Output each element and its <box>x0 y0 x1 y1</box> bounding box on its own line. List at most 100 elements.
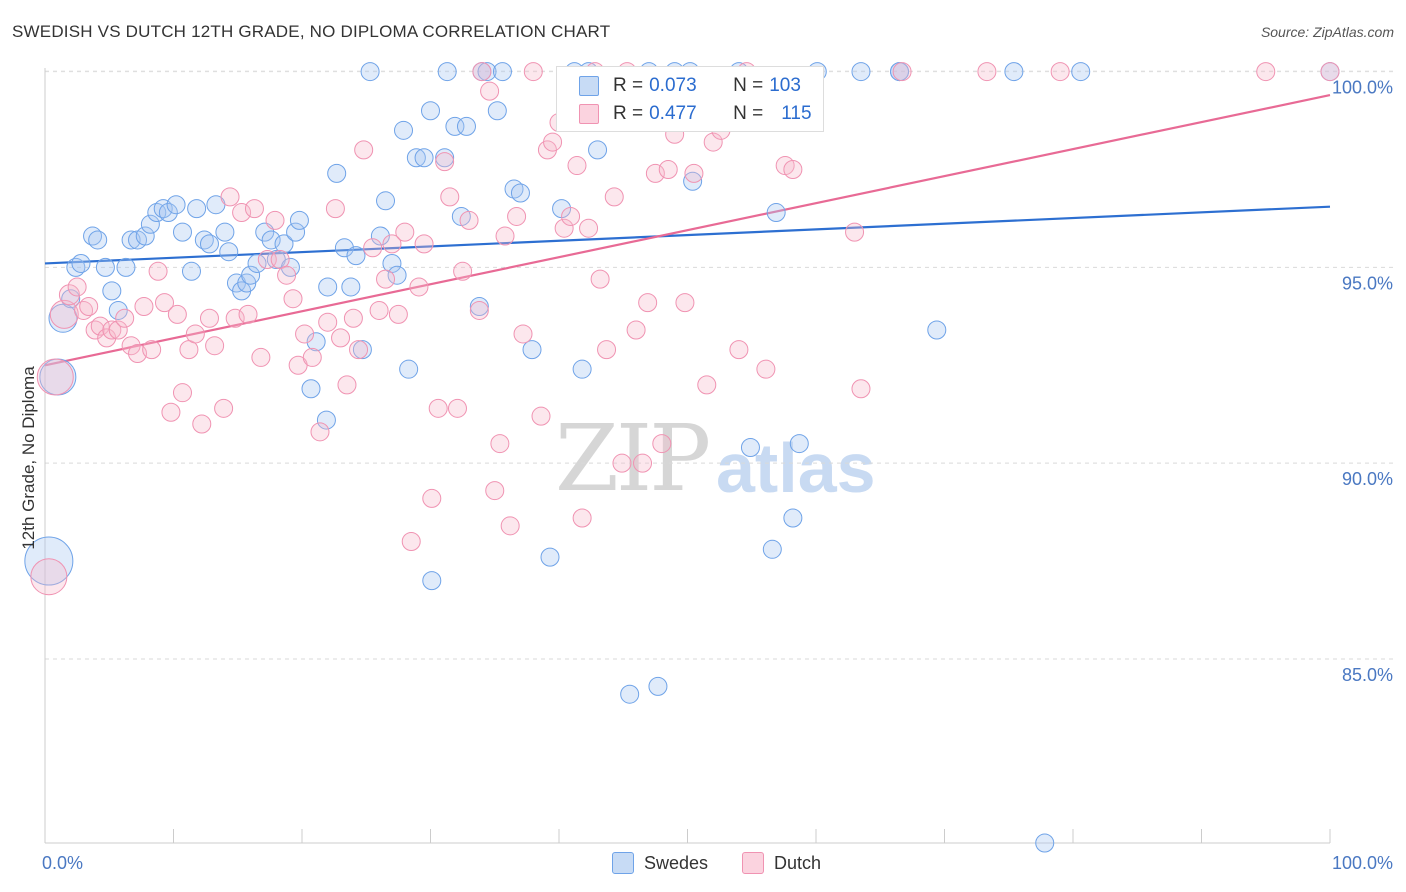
data-point-dutch <box>295 324 315 344</box>
data-point-swedes <box>762 539 782 559</box>
data-point-swedes <box>95 257 115 277</box>
data-point-swedes <box>158 203 178 223</box>
data-point-dutch <box>155 293 175 313</box>
data-point-swedes <box>766 203 786 223</box>
data-point-dutch <box>102 320 122 340</box>
legend-item-swedes: Swedes <box>612 852 708 874</box>
data-point-swedes <box>487 101 507 121</box>
data-point-dutch <box>90 316 110 336</box>
data-point-swedes <box>376 191 396 211</box>
data-point-swedes <box>1004 62 1024 82</box>
data-point-dutch <box>561 206 581 226</box>
legend-row-swedes: R = 0.073 N = 103 <box>579 74 801 98</box>
data-point-dutch <box>185 324 205 344</box>
data-point-dutch <box>428 398 448 418</box>
data-point-dutch <box>409 277 429 297</box>
trend-line-swedes <box>44 205 1331 265</box>
data-point-swedes <box>274 234 294 254</box>
data-point-dutch <box>572 508 592 528</box>
data-point-swedes <box>435 148 455 168</box>
data-point-dutch <box>388 304 408 324</box>
data-point-swedes <box>456 116 476 136</box>
legend-item-dutch: Dutch <box>742 852 821 874</box>
data-point-dutch <box>414 234 434 254</box>
legend-label-dutch: Dutch <box>774 852 822 873</box>
data-point-dutch <box>220 187 240 207</box>
y-tick-label: 100.0% <box>1332 78 1393 98</box>
data-point-dutch <box>523 62 543 82</box>
data-point-dutch <box>626 320 646 340</box>
data-point-dutch <box>597 340 617 360</box>
data-point-dutch <box>604 187 624 207</box>
data-point-dutch <box>531 406 551 426</box>
data-point-dutch <box>265 210 285 230</box>
data-point-dutch <box>74 300 94 320</box>
data-points <box>24 62 1340 853</box>
y-axis-label: 12th Grade, No Diploma <box>19 366 38 550</box>
legend-n-label: N = <box>733 75 764 96</box>
y-tick-label: 90.0% <box>1342 469 1393 489</box>
data-point-dutch <box>115 308 135 328</box>
data-point-swedes <box>406 148 426 168</box>
data-point-dutch <box>401 531 421 551</box>
data-point-dutch <box>638 293 658 313</box>
legend-swatch-swedes <box>612 852 634 874</box>
data-point-dutch <box>977 62 997 82</box>
data-point-dutch <box>645 163 665 183</box>
data-point-dutch <box>310 422 330 442</box>
data-point-dutch <box>36 358 74 396</box>
data-point-dutch <box>134 297 154 317</box>
data-point-dutch <box>633 453 653 473</box>
legend-swatch-swedes <box>579 76 599 96</box>
data-point-swedes <box>241 265 261 285</box>
data-point-dutch <box>161 402 181 422</box>
data-point-swedes <box>215 222 235 242</box>
data-point-dutch <box>199 308 219 328</box>
data-point-dutch <box>703 132 723 152</box>
data-point-swedes <box>135 226 155 246</box>
data-point-swedes <box>648 676 668 696</box>
data-point-dutch <box>485 481 505 501</box>
x-tick-label: 100.0% <box>1332 853 1393 873</box>
data-point-dutch <box>337 375 357 395</box>
data-point-swedes <box>588 140 608 160</box>
data-point-swedes <box>140 214 160 234</box>
data-point-dutch <box>325 199 345 219</box>
data-point-swedes <box>301 379 321 399</box>
gridlines <box>45 70 1395 660</box>
data-point-swedes <box>620 684 640 704</box>
data-point-dutch <box>543 132 563 152</box>
data-point-dutch <box>567 156 587 176</box>
data-point-dutch <box>1320 62 1340 82</box>
data-point-swedes <box>477 62 497 82</box>
data-point-swedes <box>572 359 592 379</box>
data-point-swedes <box>199 234 219 254</box>
data-point-swedes <box>360 62 380 82</box>
data-point-swedes <box>789 434 809 454</box>
data-point-swedes <box>783 508 803 528</box>
data-point-dutch <box>697 375 717 395</box>
data-point-dutch <box>554 218 574 238</box>
data-point-swedes <box>683 171 703 191</box>
data-point-dutch <box>612 453 632 473</box>
data-point-dutch <box>579 218 599 238</box>
data-point-dutch <box>1050 62 1070 82</box>
data-point-dutch <box>318 312 338 332</box>
data-point-swedes <box>247 253 267 273</box>
data-point-swedes <box>341 277 361 297</box>
data-point-swedes <box>83 226 103 246</box>
data-point-dutch <box>205 336 225 356</box>
data-point-dutch <box>435 152 455 172</box>
data-point-dutch <box>447 398 467 418</box>
data-point-swedes <box>116 257 136 277</box>
data-point-swedes <box>316 410 336 430</box>
legend-row-dutch: R = 0.477 N = 115 <box>579 102 812 126</box>
data-point-dutch <box>128 344 148 364</box>
stats-legend: R = 0.073 N = 103 R = 0.477 N = 115 <box>556 66 824 132</box>
watermark-zip: ZIP <box>555 405 711 512</box>
data-point-swedes <box>327 163 347 183</box>
data-point-dutch <box>892 62 912 82</box>
y-tick-label: 85.0% <box>1342 665 1393 685</box>
data-point-dutch <box>85 320 105 340</box>
